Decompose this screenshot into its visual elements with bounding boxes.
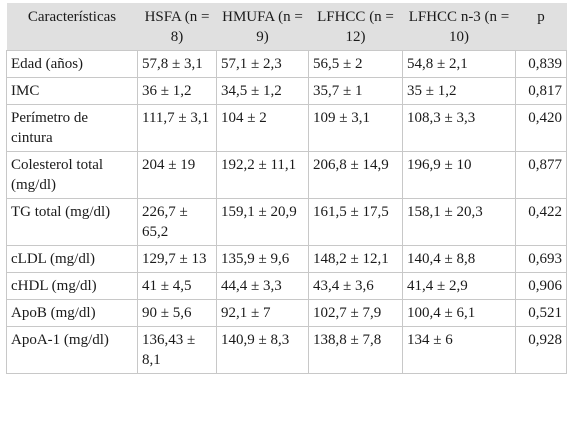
cell-hmufa: 192,2 ± 11,1 (216, 151, 309, 199)
table-row: Colesterol total (mg/dl) 204 ± 19 192,2 … (6, 151, 567, 199)
cell-lfhcc-n3: 140,4 ± 8,8 (402, 245, 516, 273)
cell-p: 0,877 (515, 151, 567, 199)
cell-p: 0,839 (515, 50, 567, 78)
cell-hsfa: 57,8 ± 3,1 (137, 50, 217, 78)
table-row: cLDL (mg/dl) 129,7 ± 13 135,9 ± 9,6 148,… (6, 245, 567, 273)
cell-hmufa: 135,9 ± 9,6 (216, 245, 309, 273)
column-header-hsfa: HSFA (n = 8) (137, 3, 217, 51)
row-label: IMC (6, 77, 138, 105)
cell-lfhcc: 206,8 ± 14,9 (308, 151, 403, 199)
column-header-hmufa: HMUFA (n = 9) (216, 3, 309, 51)
cell-lfhcc-n3: 158,1 ± 20,3 (402, 198, 516, 246)
table-row: ApoB (mg/dl) 90 ± 5,6 92,1 ± 7 102,7 ± 7… (6, 299, 567, 327)
cell-hmufa: 57,1 ± 2,3 (216, 50, 309, 78)
cell-p: 0,693 (515, 245, 567, 273)
row-label: Edad (años) (6, 50, 138, 78)
table-row: Perímetro de cintura 111,7 ± 3,1 104 ± 2… (6, 104, 567, 152)
cell-lfhcc-n3: 134 ± 6 (402, 326, 516, 374)
cell-lfhcc: 43,4 ± 3,6 (308, 272, 403, 300)
cell-hmufa: 140,9 ± 8,3 (216, 326, 309, 374)
cell-hmufa: 104 ± 2 (216, 104, 309, 152)
table-body: Edad (años) 57,8 ± 3,1 57,1 ± 2,3 56,5 ±… (6, 50, 567, 374)
cell-lfhcc: 148,2 ± 12,1 (308, 245, 403, 273)
cell-hmufa: 44,4 ± 3,3 (216, 272, 309, 300)
cell-hmufa: 92,1 ± 7 (216, 299, 309, 327)
table-row: cHDL (mg/dl) 41 ± 4,5 44,4 ± 3,3 43,4 ± … (6, 272, 567, 300)
cell-lfhcc-n3: 108,3 ± 3,3 (402, 104, 516, 152)
row-label: ApoB (mg/dl) (6, 299, 138, 327)
cell-p: 0,817 (515, 77, 567, 105)
cell-lfhcc-n3: 196,9 ± 10 (402, 151, 516, 199)
row-label: Colesterol total (mg/dl) (6, 151, 138, 199)
cell-lfhcc-n3: 54,8 ± 2,1 (402, 50, 516, 78)
table-row: ApoA-1 (mg/dl) 136,43 ± 8,1 140,9 ± 8,3 … (6, 326, 567, 374)
header-row: Características HSFA (n = 8) HMUFA (n = … (6, 3, 567, 51)
cell-p: 0,420 (515, 104, 567, 152)
cell-lfhcc: 161,5 ± 17,5 (308, 198, 403, 246)
table-row: TG total (mg/dl) 226,7 ± 65,2 159,1 ± 20… (6, 198, 567, 246)
table-container: Características HSFA (n = 8) HMUFA (n = … (6, 3, 567, 374)
cell-hsfa: 36 ± 1,2 (137, 77, 217, 105)
cell-lfhcc: 138,8 ± 7,8 (308, 326, 403, 374)
cell-lfhcc: 102,7 ± 7,9 (308, 299, 403, 327)
column-header-lfhcc: LFHCC (n = 12) (308, 3, 403, 51)
table-row: IMC 36 ± 1,2 34,5 ± 1,2 35,7 ± 1 35 ± 1,… (6, 77, 567, 105)
cell-p: 0,422 (515, 198, 567, 246)
row-label: Perímetro de cintura (6, 104, 138, 152)
column-header-lfhcc-n3: LFHCC n-3 (n = 10) (402, 3, 516, 51)
cell-p: 0,928 (515, 326, 567, 374)
cell-hsfa: 136,43 ± 8,1 (137, 326, 217, 374)
row-label: ApoA-1 (mg/dl) (6, 326, 138, 374)
cell-lfhcc-n3: 35 ± 1,2 (402, 77, 516, 105)
characteristics-table: Características HSFA (n = 8) HMUFA (n = … (6, 3, 567, 374)
cell-hsfa: 41 ± 4,5 (137, 272, 217, 300)
cell-lfhcc-n3: 100,4 ± 6,1 (402, 299, 516, 327)
row-label: TG total (mg/dl) (6, 198, 138, 246)
column-header-p: p (515, 3, 567, 51)
row-label: cHDL (mg/dl) (6, 272, 138, 300)
cell-lfhcc: 56,5 ± 2 (308, 50, 403, 78)
cell-p: 0,521 (515, 299, 567, 327)
cell-hmufa: 159,1 ± 20,9 (216, 198, 309, 246)
cell-hmufa: 34,5 ± 1,2 (216, 77, 309, 105)
cell-p: 0,906 (515, 272, 567, 300)
row-label: cLDL (mg/dl) (6, 245, 138, 273)
column-header-characteristics: Características (6, 3, 138, 51)
cell-hsfa: 226,7 ± 65,2 (137, 198, 217, 246)
cell-hsfa: 204 ± 19 (137, 151, 217, 199)
cell-lfhcc-n3: 41,4 ± 2,9 (402, 272, 516, 300)
cell-hsfa: 90 ± 5,6 (137, 299, 217, 327)
table-row: Edad (años) 57,8 ± 3,1 57,1 ± 2,3 56,5 ±… (6, 50, 567, 78)
cell-hsfa: 129,7 ± 13 (137, 245, 217, 273)
cell-hsfa: 111,7 ± 3,1 (137, 104, 217, 152)
cell-lfhcc: 109 ± 3,1 (308, 104, 403, 152)
table-header: Características HSFA (n = 8) HMUFA (n = … (6, 3, 567, 51)
cell-lfhcc: 35,7 ± 1 (308, 77, 403, 105)
